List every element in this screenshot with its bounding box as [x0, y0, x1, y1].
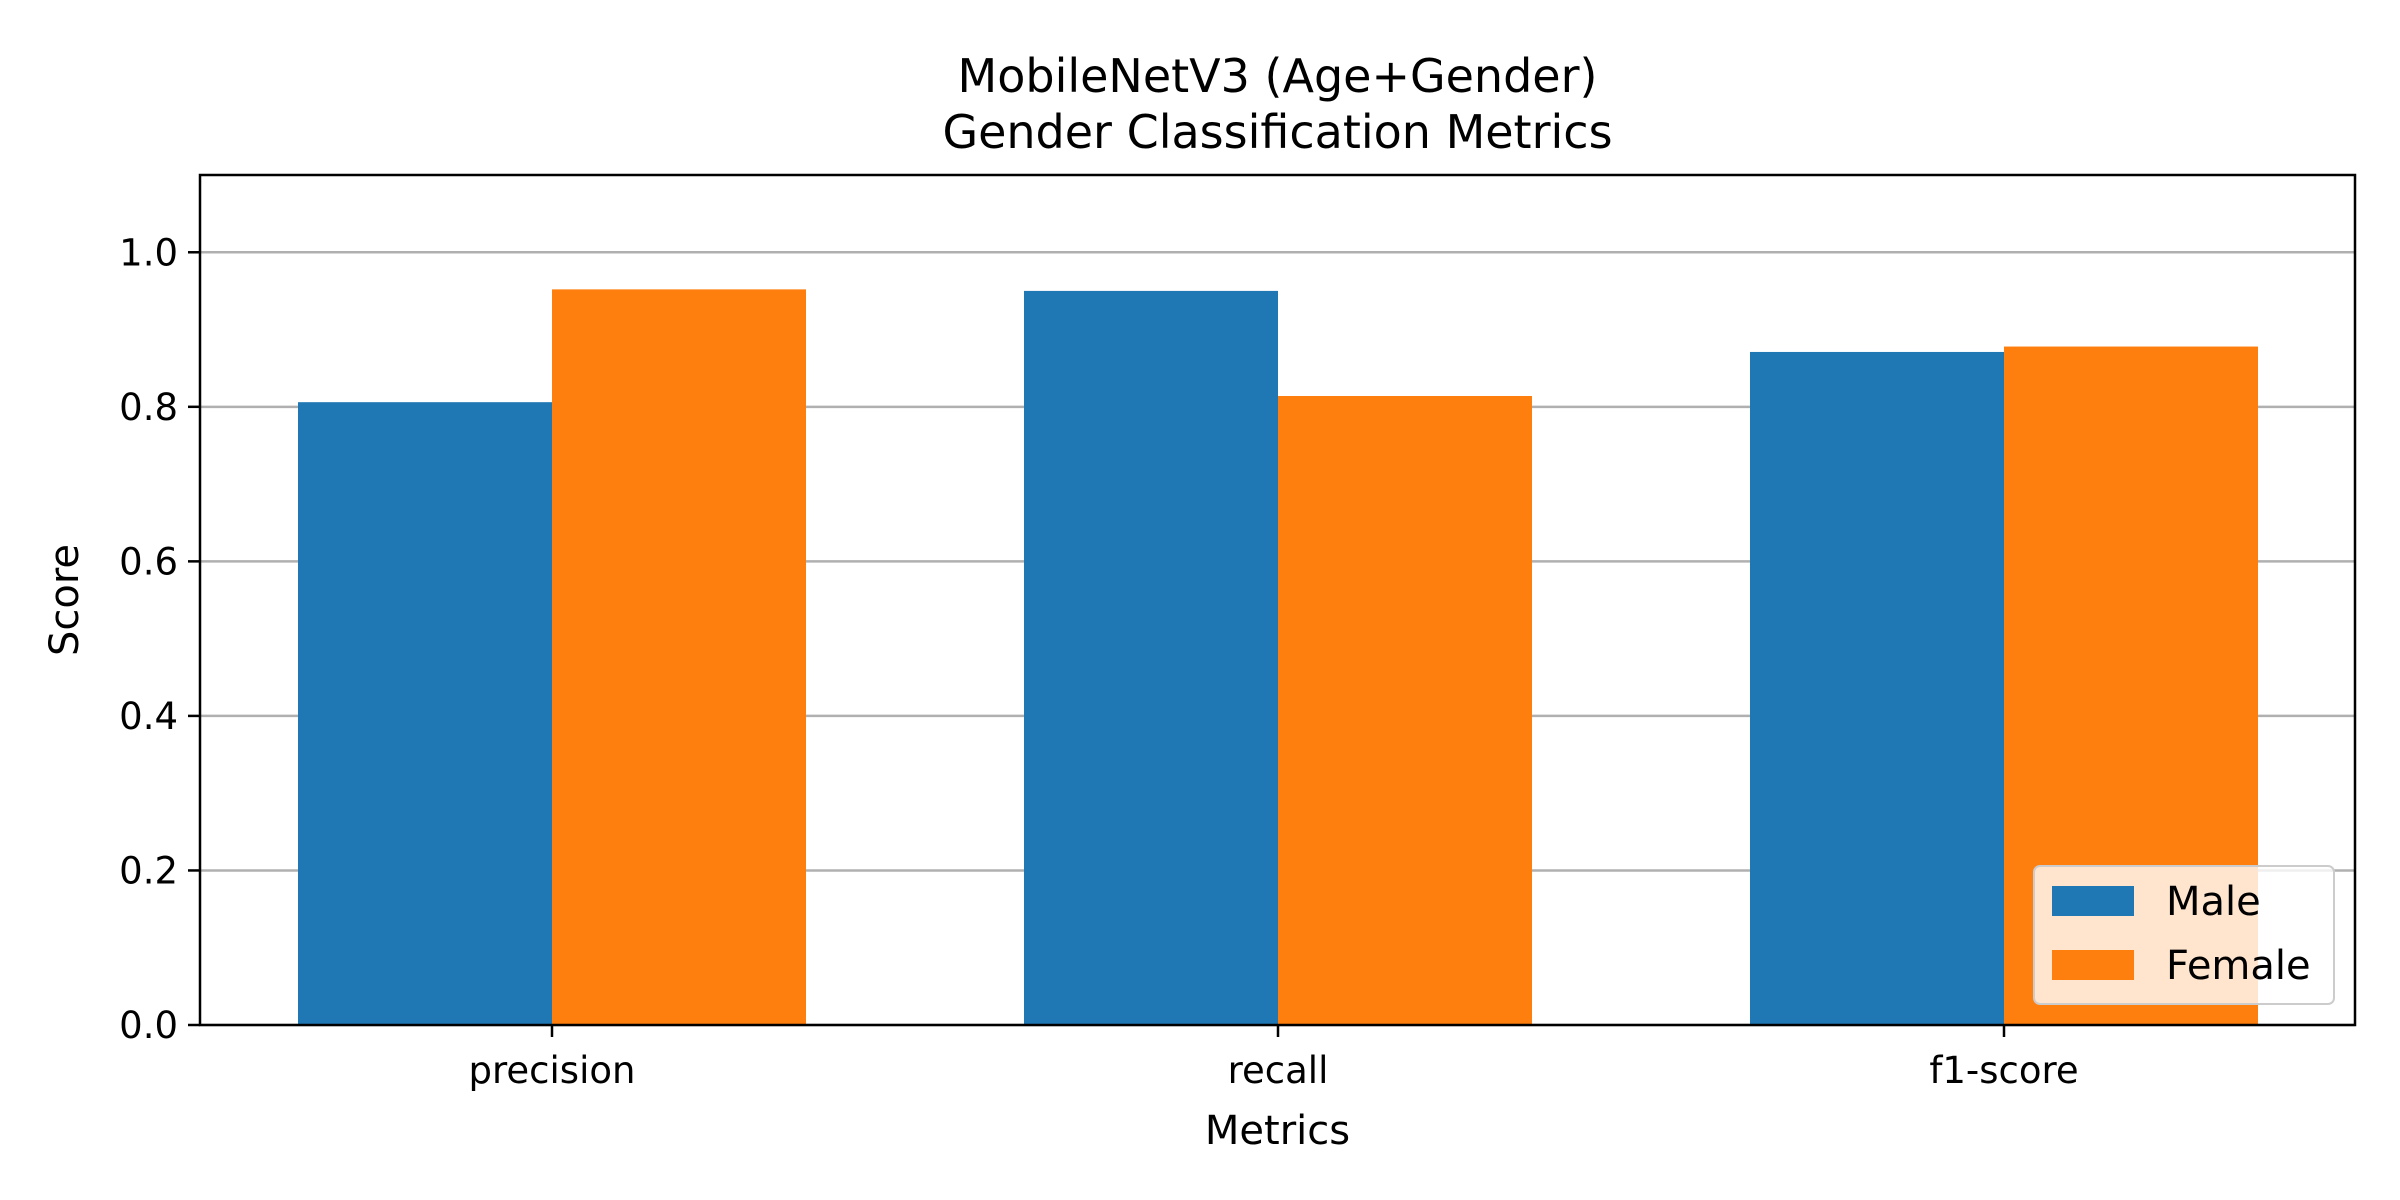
bars: [298, 289, 2258, 1026]
x-tick-label-1: recall: [1228, 1049, 1329, 1092]
y-tick-label-2: 0.4: [119, 695, 178, 738]
y-tick-label-3: 0.6: [119, 540, 178, 583]
y-tick-label-4: 0.8: [119, 386, 178, 429]
bar-male-precision: [298, 402, 552, 1025]
y-tick-label-0: 0.0: [119, 1004, 178, 1047]
y-axis-label: Score: [42, 544, 88, 656]
legend-swatch-male: [2052, 886, 2134, 916]
legend: Male Female: [2033, 865, 2335, 1005]
bar-male-f1-score: [1750, 351, 2004, 1025]
x-axis-label: Metrics: [1205, 1108, 1350, 1154]
bar-male-recall: [1024, 290, 1278, 1026]
axis-ticks: 0.0 0.2 0.4 0.6 0.8 1.0 precision recall f1-scor…: [119, 231, 2079, 1092]
legend-label-female: Female: [2166, 943, 2311, 989]
x-tick-label-2: f1-score: [1929, 1049, 2078, 1092]
bar-female-precision: [552, 289, 806, 1025]
legend-label-male: Male: [2166, 879, 2261, 925]
chart-title: MobileNetV3 (Age+Gender): [958, 49, 1598, 103]
legend-swatch-female: [2052, 950, 2134, 980]
y-tick-label-5: 1.0: [119, 231, 178, 274]
x-tick-label-0: precision: [469, 1049, 636, 1092]
y-tick-label-1: 0.2: [119, 849, 178, 892]
bar-female-recall: [1278, 396, 1532, 1025]
chart-subtitle: Gender Classification Metrics: [942, 105, 1612, 159]
